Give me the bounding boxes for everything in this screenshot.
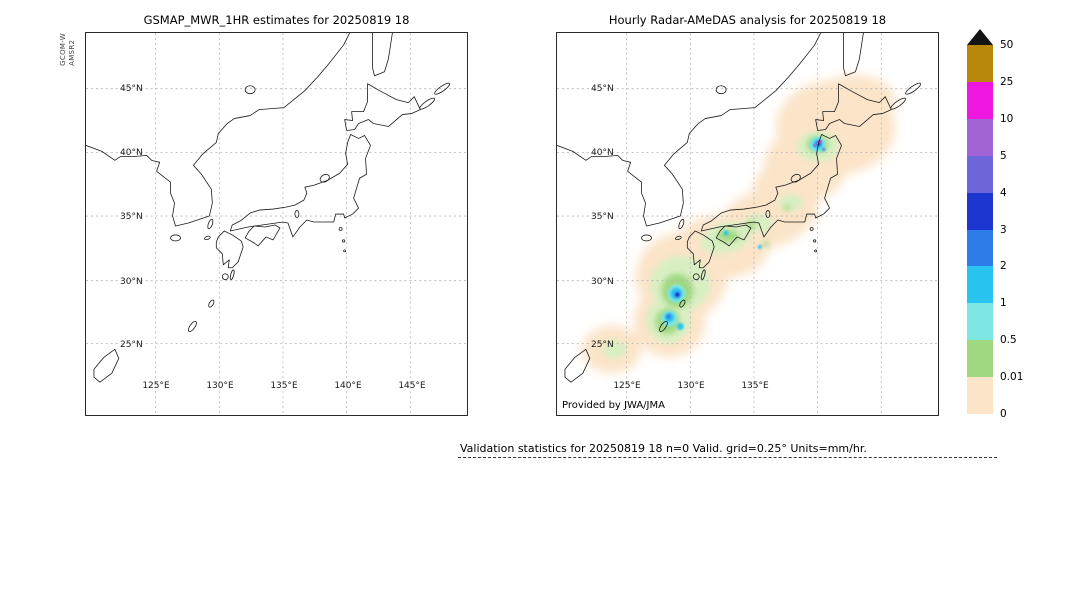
- lat-tick-label: 40°N: [591, 148, 614, 158]
- colorbar-tick-label: 0.5: [1000, 334, 1017, 347]
- lat-tick-label: 40°N: [120, 148, 143, 158]
- colorbar: [967, 45, 993, 415]
- colorbar-tick-label: 2: [1000, 260, 1007, 273]
- provider-credit: Provided by JWA/JMA: [562, 400, 665, 411]
- radar-amedas-map-panel: Provided by JWA/JMA 45°N 40°N 35°N 30°N 25°N…: [556, 32, 939, 416]
- colorbar-segment: [967, 340, 993, 378]
- colorbar-segment: [967, 155, 993, 193]
- colorbar-tick-label: 0.01: [1000, 371, 1024, 384]
- caption-underline: [458, 457, 997, 458]
- left-panel-title: GSMAP_MWR_1HR estimates for 20250819 18: [143, 13, 410, 27]
- colorbar-tick-label: 50: [1000, 39, 1014, 51]
- lat-tick-label: 35°N: [120, 212, 143, 222]
- lon-tick-label: 130°E: [206, 381, 234, 391]
- colorbar-overflow-arrow: [967, 29, 993, 45]
- sensor-side-label: GCOM-W AMSR2: [59, 33, 77, 66]
- colorbar-tick-label: 0: [1000, 408, 1007, 420]
- lon-tick-label: 130°E: [677, 381, 705, 391]
- colorbar-segment: [967, 303, 993, 341]
- grid-lines: [86, 33, 467, 415]
- colorbar-segment: [967, 81, 993, 119]
- lat-tick-label: 45°N: [120, 84, 143, 94]
- instrument-name-label: AMSR2: [68, 39, 76, 66]
- colorbar-tick-label: 10: [1000, 112, 1014, 125]
- lat-tick-label: 30°N: [591, 277, 614, 287]
- right-panel-title: Hourly Radar-AMeDAS analysis for 2025081…: [608, 13, 887, 27]
- lon-tick-label: 135°E: [741, 381, 769, 391]
- gsmap-map-panel: 45°N 40°N 35°N 30°N 25°N 125°E 130°E 135°E 140°E…: [85, 32, 468, 416]
- caption-text: Validation statistics for 20250819 18 n=…: [460, 442, 867, 455]
- colorbar-tick-labels: 50 25 10 5 4 3 2 1 0.5 0.01 0: [1000, 39, 1044, 420]
- lon-tick-label: 125°E: [142, 381, 170, 391]
- colorbar-segment: [967, 229, 993, 267]
- lon-tick-label: 145°E: [398, 381, 426, 391]
- sensor-name-label: GCOM-W: [59, 33, 67, 66]
- lat-tick-label: 35°N: [591, 212, 614, 222]
- colorbar-segment: [967, 45, 993, 82]
- colorbar-segment: [967, 192, 993, 230]
- colorbar-tick-label: 1: [1000, 297, 1007, 310]
- colorbar-tick-label: 25: [1000, 75, 1014, 88]
- precipitation-field: [581, 74, 896, 374]
- lon-tick-label: 125°E: [613, 381, 641, 391]
- lat-tick-label: 25°N: [591, 340, 614, 350]
- colorbar-tick-label: 3: [1000, 223, 1007, 236]
- colorbar-segment: [967, 266, 993, 304]
- colorbar-tick-label: 5: [1000, 149, 1007, 162]
- colorbar-segment: [967, 377, 993, 415]
- lat-tick-label: 30°N: [120, 277, 143, 287]
- colorbar-tick-label: 4: [1000, 186, 1007, 199]
- lon-tick-label: 135°E: [270, 381, 298, 391]
- radar-map-canvas: [557, 33, 938, 415]
- lat-tick-label: 45°N: [591, 84, 614, 94]
- lon-tick-label: 140°E: [334, 381, 362, 391]
- lat-tick-label: 25°N: [120, 340, 143, 350]
- colorbar-segment: [967, 118, 993, 156]
- gsmap-map-canvas: [86, 33, 467, 415]
